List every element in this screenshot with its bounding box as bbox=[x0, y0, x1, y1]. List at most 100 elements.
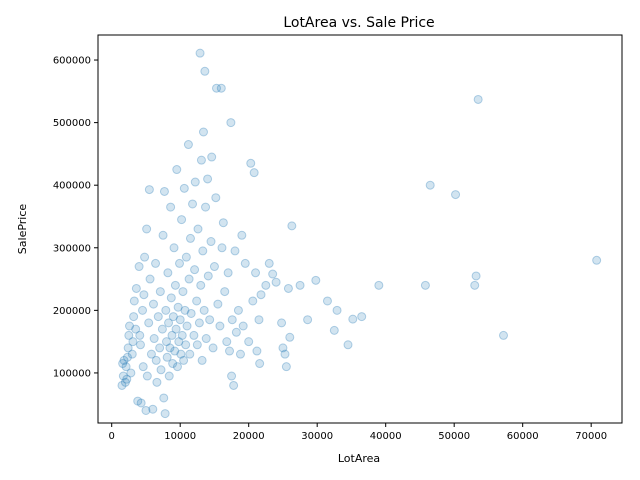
y-axis-label: SalePrice bbox=[16, 204, 29, 255]
data-point bbox=[190, 265, 200, 275]
data-point bbox=[246, 158, 256, 168]
data-point bbox=[178, 287, 188, 297]
x-axis-label: LotArea bbox=[338, 452, 380, 465]
data-point bbox=[357, 312, 367, 322]
data-point bbox=[287, 221, 297, 231]
data-point bbox=[185, 349, 195, 359]
data-point bbox=[192, 296, 202, 306]
data-point bbox=[189, 330, 199, 340]
data-point bbox=[285, 332, 295, 342]
data-point bbox=[129, 296, 139, 306]
data-point bbox=[118, 359, 128, 369]
data-point bbox=[207, 152, 217, 162]
data-point bbox=[125, 321, 135, 331]
data-point bbox=[499, 330, 508, 340]
data-point bbox=[252, 346, 262, 356]
data-point bbox=[220, 287, 230, 297]
data-point bbox=[157, 324, 167, 334]
data-point bbox=[164, 318, 174, 328]
data-point bbox=[471, 271, 481, 281]
data-point bbox=[138, 305, 148, 315]
y-tick-label: 600000 bbox=[53, 56, 91, 67]
data-point bbox=[248, 296, 258, 306]
y-axis-ticks: 100000 200000 300000 400000 500000 600000 bbox=[53, 56, 98, 379]
y-tick-label: 200000 bbox=[53, 306, 91, 317]
data-point bbox=[159, 186, 169, 196]
data-point bbox=[218, 218, 228, 228]
data-point bbox=[255, 359, 265, 369]
data-point bbox=[180, 305, 190, 315]
data-point bbox=[151, 355, 161, 365]
data-point bbox=[420, 280, 430, 290]
data-point bbox=[141, 405, 151, 415]
data-point bbox=[155, 343, 165, 353]
data-point bbox=[264, 258, 274, 268]
data-point bbox=[170, 346, 180, 356]
data-point bbox=[120, 377, 130, 387]
data-point bbox=[348, 314, 358, 324]
data-point bbox=[184, 274, 194, 284]
data-point bbox=[167, 330, 177, 340]
data-point bbox=[174, 337, 184, 347]
data-point bbox=[225, 346, 235, 356]
data-point bbox=[131, 283, 141, 293]
data-point bbox=[196, 155, 206, 165]
data-point bbox=[249, 168, 259, 178]
data-point bbox=[205, 315, 215, 325]
data-point bbox=[223, 268, 233, 278]
data-point bbox=[121, 362, 131, 372]
data-point bbox=[118, 371, 128, 381]
data-point bbox=[322, 296, 332, 306]
data-point bbox=[203, 174, 213, 184]
data-point bbox=[179, 183, 189, 193]
data-point bbox=[251, 268, 261, 278]
data-point bbox=[182, 321, 192, 331]
data-point bbox=[151, 258, 161, 268]
data-point bbox=[374, 280, 384, 290]
x-tick-label: 60000 bbox=[507, 431, 539, 442]
data-point bbox=[295, 280, 305, 290]
data-point bbox=[311, 275, 321, 285]
data-point bbox=[216, 83, 226, 93]
y-tick-label: 100000 bbox=[53, 368, 91, 379]
data-point bbox=[170, 280, 180, 290]
data-point bbox=[256, 290, 266, 300]
data-point bbox=[227, 315, 237, 325]
data-point bbox=[153, 312, 163, 322]
data-point bbox=[179, 355, 189, 365]
data-point bbox=[144, 185, 154, 195]
data-point bbox=[261, 280, 271, 290]
x-tick-label: 10000 bbox=[164, 431, 196, 442]
data-point bbox=[169, 243, 179, 253]
y-tick-label: 400000 bbox=[53, 181, 91, 192]
data-point bbox=[177, 330, 187, 340]
data-point bbox=[244, 337, 254, 347]
data-point bbox=[332, 305, 342, 315]
data-point bbox=[211, 193, 221, 203]
data-point bbox=[188, 199, 198, 209]
data-point bbox=[148, 404, 158, 414]
data-point bbox=[171, 324, 181, 334]
data-point bbox=[149, 334, 159, 344]
data-point bbox=[283, 283, 293, 293]
data-point bbox=[196, 280, 206, 290]
data-point bbox=[193, 224, 203, 234]
data-point bbox=[173, 302, 183, 312]
y-tick-label: 500000 bbox=[53, 118, 91, 129]
data-point bbox=[473, 94, 483, 104]
data-point bbox=[229, 380, 239, 390]
data-point bbox=[160, 409, 170, 419]
data-point bbox=[192, 340, 202, 350]
data-point bbox=[164, 371, 174, 381]
data-point bbox=[133, 396, 143, 406]
data-point bbox=[161, 305, 171, 315]
data-point bbox=[343, 340, 353, 350]
data-point bbox=[166, 202, 176, 212]
data-point bbox=[139, 290, 149, 300]
data-point bbox=[200, 66, 210, 76]
data-point bbox=[119, 355, 129, 365]
plot-frame bbox=[97, 34, 623, 424]
data-point bbox=[201, 334, 211, 344]
data-point bbox=[212, 83, 221, 93]
data-point bbox=[470, 280, 480, 290]
